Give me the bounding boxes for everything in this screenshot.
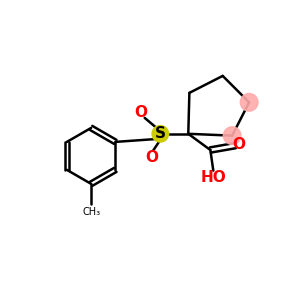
Text: O: O xyxy=(233,136,246,152)
Circle shape xyxy=(152,126,169,142)
Text: CH₃: CH₃ xyxy=(82,207,100,217)
Text: O: O xyxy=(145,150,158,165)
Text: O: O xyxy=(135,105,148,120)
Circle shape xyxy=(223,127,241,145)
Text: S: S xyxy=(155,126,166,141)
Circle shape xyxy=(240,94,258,111)
Text: HO: HO xyxy=(200,169,226,184)
